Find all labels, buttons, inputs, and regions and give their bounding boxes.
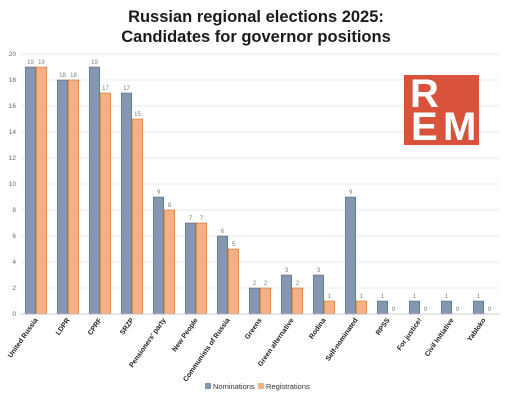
x-tick-label-self-nominated: Self-nominated	[325, 317, 360, 362]
y-tick-label: 2	[12, 285, 16, 292]
y-tick-label: 4	[12, 259, 16, 266]
data-label-registrations-united-russia: 19	[38, 60, 45, 66]
data-label-registrations-self-nominated: 1	[360, 294, 364, 300]
y-tick-label: 16	[9, 103, 17, 110]
x-tick-label-cprf: CPRF	[87, 317, 104, 337]
data-label-registrations-green-alternative: 2	[296, 281, 300, 287]
y-tick-label: 12	[9, 155, 17, 162]
bar-nominations-rodina	[312, 274, 325, 315]
data-label-nominations-greens: 2	[253, 281, 257, 287]
bar-registrations-srzp	[131, 118, 144, 315]
rem-logo: R E M	[404, 72, 479, 149]
data-label-nominations-united-russia: 19	[27, 60, 34, 66]
data-label-nominations-for-justice: 1	[413, 294, 417, 300]
chart-title-line-1: Russian regional elections 2025:	[128, 8, 384, 26]
logo-letter-e: E	[411, 105, 438, 149]
data-label-nominations-green-alternative: 3	[285, 268, 289, 274]
bar-nominations-united-russia	[24, 66, 37, 315]
x-tick-label-srzp: SRZP	[119, 317, 136, 337]
y-tick-label: 20	[9, 51, 17, 58]
chart-title-line-2: Candidates for governor positions	[121, 28, 391, 46]
logo-letter-r: R	[410, 72, 439, 116]
bar-registrations-greens	[259, 287, 272, 315]
bar-nominations-yabloko	[472, 300, 485, 315]
data-label-registrations-rodina: 1	[328, 294, 332, 300]
legend: Nominations Registrations	[205, 382, 310, 391]
data-label-registrations-rpss: 0	[392, 307, 396, 313]
bar-registrations-pensioners-party	[163, 209, 176, 315]
data-label-registrations-communists-of-russia: 5	[232, 242, 236, 248]
data-label-registrations-new-people: 7	[200, 216, 204, 222]
data-label-nominations-new-people: 7	[189, 216, 193, 222]
y-axis-ticks: 0 2 4 6 8 10 12 14 16 18 20	[9, 51, 17, 318]
bar-registrations-communists-of-russia	[227, 248, 240, 315]
data-label-nominations-rpss: 1	[381, 294, 385, 300]
data-label-registrations-civil-initiative: 0	[456, 307, 460, 313]
x-tick-label-greens: Greens	[244, 317, 264, 341]
data-label-registrations-cprf: 17	[102, 86, 109, 92]
data-label-registrations-ldpr: 18	[70, 73, 77, 79]
bar-nominations-green-alternative	[280, 274, 293, 315]
x-tick-label-new-people: New People	[171, 317, 199, 353]
legend-label-nominations: Nominations	[213, 382, 255, 391]
data-label-nominations-rodina: 3	[317, 268, 321, 274]
x-tick-label-green-alternative: Green alternative	[257, 317, 296, 368]
bar-registrations-ldpr	[67, 79, 80, 315]
data-label-nominations-cprf: 19	[91, 60, 98, 66]
y-tick-label: 6	[12, 233, 16, 240]
x-tick-label-for-justice: For justice!	[396, 317, 423, 352]
y-tick-label: 14	[9, 129, 17, 136]
legend-swatch-nominations	[205, 383, 211, 389]
bar-nominations-self-nominated	[344, 196, 357, 315]
bar-nominations-communists-of-russia	[216, 235, 229, 315]
data-label-nominations-yabloko: 1	[477, 294, 481, 300]
legend-label-registrations: Registrations	[266, 382, 310, 391]
x-tick-label-ldpr: LDPR	[55, 317, 72, 337]
bar-nominations-rpss	[376, 300, 389, 315]
x-tick-label-civil-initiative: Civil Initiative	[424, 317, 456, 358]
logo-background	[404, 75, 479, 145]
bar-nominations-srzp	[120, 92, 133, 315]
bar-nominations-pensioners-party	[152, 196, 165, 315]
y-tick-label: 10	[9, 181, 17, 188]
x-tick-label-yabloko: Yabloko	[467, 317, 488, 343]
data-label-nominations-ldpr: 18	[59, 73, 66, 79]
bar-registrations-rodina	[323, 300, 336, 315]
data-label-nominations-pensioners-party: 9	[157, 190, 161, 196]
y-tick-label: 18	[9, 77, 17, 84]
bar-registrations-self-nominated	[355, 300, 368, 315]
bars	[24, 66, 485, 315]
bar-nominations-for-justice	[408, 300, 421, 315]
x-tick-label-rodina: Rodina	[308, 317, 327, 341]
data-label-nominations-self-nominated: 9	[349, 190, 353, 196]
data-label-registrations-yabloko: 0	[488, 307, 492, 313]
bar-nominations-ldpr	[56, 79, 69, 315]
x-tick-label-united-russia: United Russia	[7, 317, 40, 359]
bar-registrations-united-russia	[35, 66, 48, 315]
x-tick-label-rpss: RPSS	[375, 317, 392, 337]
data-label-registrations-for-justice: 0	[424, 307, 428, 313]
bar-registrations-cprf	[99, 92, 112, 315]
bar-nominations-greens	[248, 287, 261, 315]
y-tick-label: 8	[12, 207, 16, 214]
x-tick-label-pensioners-party: Pensioners' party	[128, 317, 167, 369]
y-tick-label: 0	[12, 311, 16, 318]
bar-registrations-new-people	[195, 222, 208, 315]
bar-nominations-new-people	[184, 222, 197, 315]
bar-nominations-cprf	[88, 66, 101, 315]
data-label-nominations-civil-initiative: 1	[445, 294, 449, 300]
data-label-registrations-srzp: 15	[134, 112, 141, 118]
legend-swatch-registrations	[258, 383, 264, 389]
logo-letter-m: M	[443, 105, 476, 149]
data-label-nominations-communists-of-russia: 6	[221, 229, 225, 235]
bar-nominations-civil-initiative	[440, 300, 453, 315]
bar-registrations-green-alternative	[291, 287, 304, 315]
data-label-registrations-pensioners-party: 8	[168, 203, 172, 209]
data-label-registrations-greens: 2	[264, 281, 268, 287]
data-label-nominations-srzp: 17	[123, 86, 130, 92]
